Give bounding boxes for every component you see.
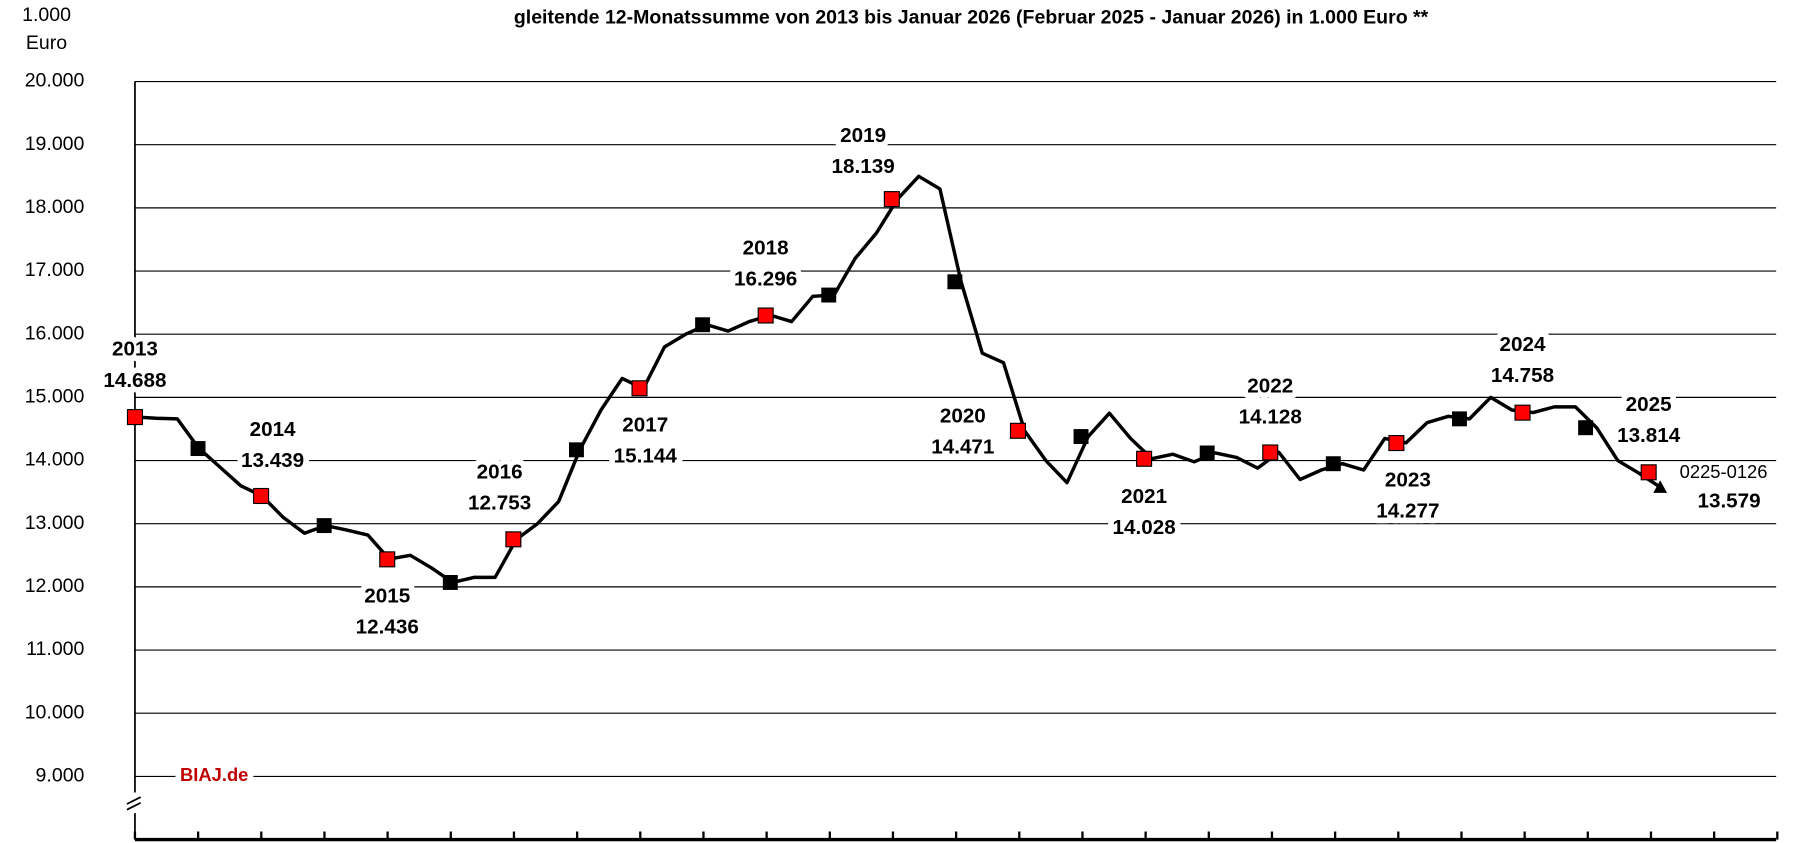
year-value-label: 18.139 [832, 155, 895, 178]
year-marker [883, 191, 900, 208]
grid [134, 80, 1777, 777]
year-value-label: 13.439 [241, 449, 304, 472]
year-label: 2023 [1385, 469, 1431, 492]
year-label: 2018 [743, 237, 789, 260]
year-label: 2013 [112, 338, 158, 361]
year-label: 2016 [477, 461, 523, 484]
year-label: 2020 [940, 404, 986, 427]
year-marker [1388, 435, 1405, 452]
year-label: 2014 [250, 418, 296, 441]
year-label: 2017 [622, 414, 668, 437]
last-marker [1653, 480, 1668, 493]
mid-marker [1325, 456, 1341, 472]
y-unit: 1.000 [22, 4, 71, 26]
y-tick-label: 16.000 [25, 322, 85, 344]
year-marker [1262, 444, 1279, 461]
y-tick-label: 18.000 [25, 196, 85, 218]
year-marker [631, 380, 648, 397]
year-marker [126, 409, 143, 426]
year-marker [1514, 404, 1531, 421]
year-marker [505, 531, 522, 548]
mid-marker [316, 518, 332, 534]
mid-marker [1073, 429, 1089, 445]
y-tick-label: 11.000 [26, 638, 84, 660]
year-marker [1136, 450, 1153, 467]
y-tick-label: 12.000 [25, 575, 85, 597]
year-label: 2019 [840, 124, 886, 147]
mid-marker [568, 442, 584, 458]
year-value-label: 14.028 [1113, 516, 1176, 539]
year-value-label: 14.688 [103, 369, 166, 392]
year-marker [1009, 422, 1026, 439]
year-label: 2025 [1626, 393, 1672, 416]
mid-marker [947, 274, 963, 290]
year-marker [379, 551, 396, 568]
mid-marker [1451, 411, 1467, 427]
mid-marker [442, 574, 458, 590]
year-value-label: 12.436 [356, 616, 419, 639]
year-label: 2021 [1121, 485, 1167, 508]
year-label: 2024 [1500, 333, 1546, 356]
mid-marker [1199, 445, 1215, 461]
last-label: 0225-0126 [1680, 461, 1768, 482]
year-value-label: 13.814 [1617, 424, 1681, 447]
year-value-label: 14.277 [1376, 500, 1439, 523]
year-value-label: 14.128 [1239, 406, 1302, 429]
year-value-label: 15.144 [614, 445, 678, 468]
y-tick-label: 9.000 [36, 765, 85, 787]
year-marker [253, 487, 270, 505]
year-value-label: 16.296 [734, 268, 797, 291]
y-unit: Euro [26, 32, 67, 54]
y-tick-label: 14.000 [25, 449, 85, 471]
watermark: BIAJ.de [180, 764, 248, 785]
mid-marker [190, 441, 206, 457]
y-tick-label: 17.000 [25, 259, 85, 281]
y-tick-label: 15.000 [25, 386, 85, 408]
y-tick-label: 19.000 [25, 133, 85, 155]
year-label: 2022 [1247, 374, 1293, 397]
year-value-label: 14.758 [1491, 364, 1554, 387]
y-tick-label: 20.000 [25, 70, 85, 92]
last-value-label: 13.579 [1697, 489, 1760, 512]
mid-marker [1578, 420, 1594, 436]
mid-marker [821, 287, 837, 303]
year-value-label: 12.753 [468, 492, 531, 515]
y-tick-label: 10.000 [25, 701, 85, 723]
mid-marker [695, 317, 711, 333]
year-value-label: 14.471 [931, 435, 994, 458]
year-label: 2015 [364, 585, 410, 608]
year-marker [757, 307, 774, 324]
chart-title: gleitende 12-Monatssumme von 2013 bis Ja… [514, 7, 1429, 29]
year-marker [1640, 464, 1657, 481]
y-tick-label: 13.000 [25, 512, 85, 534]
